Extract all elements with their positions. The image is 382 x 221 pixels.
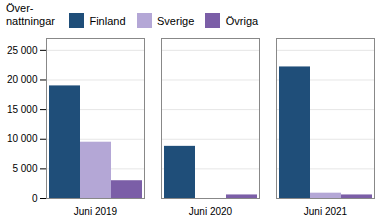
- svg-text:5 000: 5 000: [12, 163, 37, 174]
- html-text:Finland: Finland: [89, 14, 126, 27]
- svg-text:Juni 2019: Juni 2019: [74, 206, 118, 217]
- svg-text:Juni 2021: Juni 2021: [304, 206, 348, 217]
- html-text:Sverige: Sverige: [157, 14, 195, 27]
- svg-text:15 000: 15 000: [7, 104, 38, 115]
- svg-text:Juni 2020: Juni 2020: [189, 206, 233, 217]
- html-text:Övriga: Övriga: [225, 14, 259, 27]
- svg-text:10 000: 10 000: [7, 133, 38, 144]
- html-text:Över- nattningar: Över- nattningar: [6, 2, 55, 27]
- svg-text:0: 0: [32, 193, 38, 204]
- svg-text:25 000: 25 000: [7, 45, 38, 56]
- svg-text:20 000: 20 000: [7, 74, 38, 85]
